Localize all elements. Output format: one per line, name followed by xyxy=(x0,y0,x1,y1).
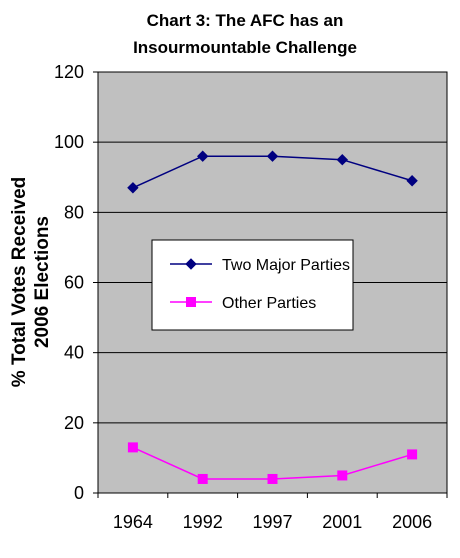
point-other-parties-2006 xyxy=(407,449,418,460)
series xyxy=(127,150,418,484)
y-tick-labels: 0 20 40 60 80 100 120 xyxy=(54,62,84,503)
y-axis-title-line-2: 2006 Elections xyxy=(32,216,53,348)
y-tick-label-40: 40 xyxy=(64,343,84,363)
y-tick-label-80: 80 xyxy=(64,202,84,222)
y-axis-title-line-1: % Total Votes Received xyxy=(9,177,30,387)
x-tick-labels: 1964 1992 1997 2001 2006 xyxy=(113,512,432,532)
point-other-parties-1997 xyxy=(267,473,278,484)
point-two-major-parties-1997 xyxy=(266,150,279,162)
x-tick-label-2006: 2006 xyxy=(392,512,432,532)
chart-title-line-1: Chart 3: The AFC has an xyxy=(147,11,344,30)
legend: Two Major Parties Other Parties xyxy=(151,239,354,331)
y-tick-label-60: 60 xyxy=(64,273,84,293)
point-two-major-parties-1964 xyxy=(127,182,139,194)
y-tick-label-0: 0 xyxy=(74,483,84,503)
x-tick-label-1992: 1992 xyxy=(183,512,223,532)
legend-label-other-parties: Other Parties xyxy=(222,295,316,312)
point-other-parties-1992 xyxy=(197,473,208,484)
y-tick-label-120: 120 xyxy=(54,62,84,82)
legend-label-two-major-parties: Two Major Parties xyxy=(222,257,350,274)
legend-marker-other-parties xyxy=(186,297,196,307)
point-two-major-parties-1992 xyxy=(196,150,209,162)
point-other-parties-2001 xyxy=(337,470,348,481)
legend-box xyxy=(151,239,354,331)
axes xyxy=(93,71,448,498)
x-tick-label-1997: 1997 xyxy=(252,512,292,532)
point-other-parties-1964 xyxy=(127,442,138,453)
legend-symbols xyxy=(170,258,212,307)
point-two-major-parties-2001 xyxy=(336,154,349,166)
y-tick-label-20: 20 xyxy=(64,413,84,433)
legend-marker-two-major-parties xyxy=(185,258,197,270)
chart-title-line-2: Insourmountable Challenge xyxy=(133,38,357,57)
x-tick-label-2001: 2001 xyxy=(322,512,362,532)
x-tick-label-1964: 1964 xyxy=(113,512,153,532)
y-tick-label-100: 100 xyxy=(54,132,84,152)
point-two-major-parties-2006 xyxy=(406,175,418,187)
